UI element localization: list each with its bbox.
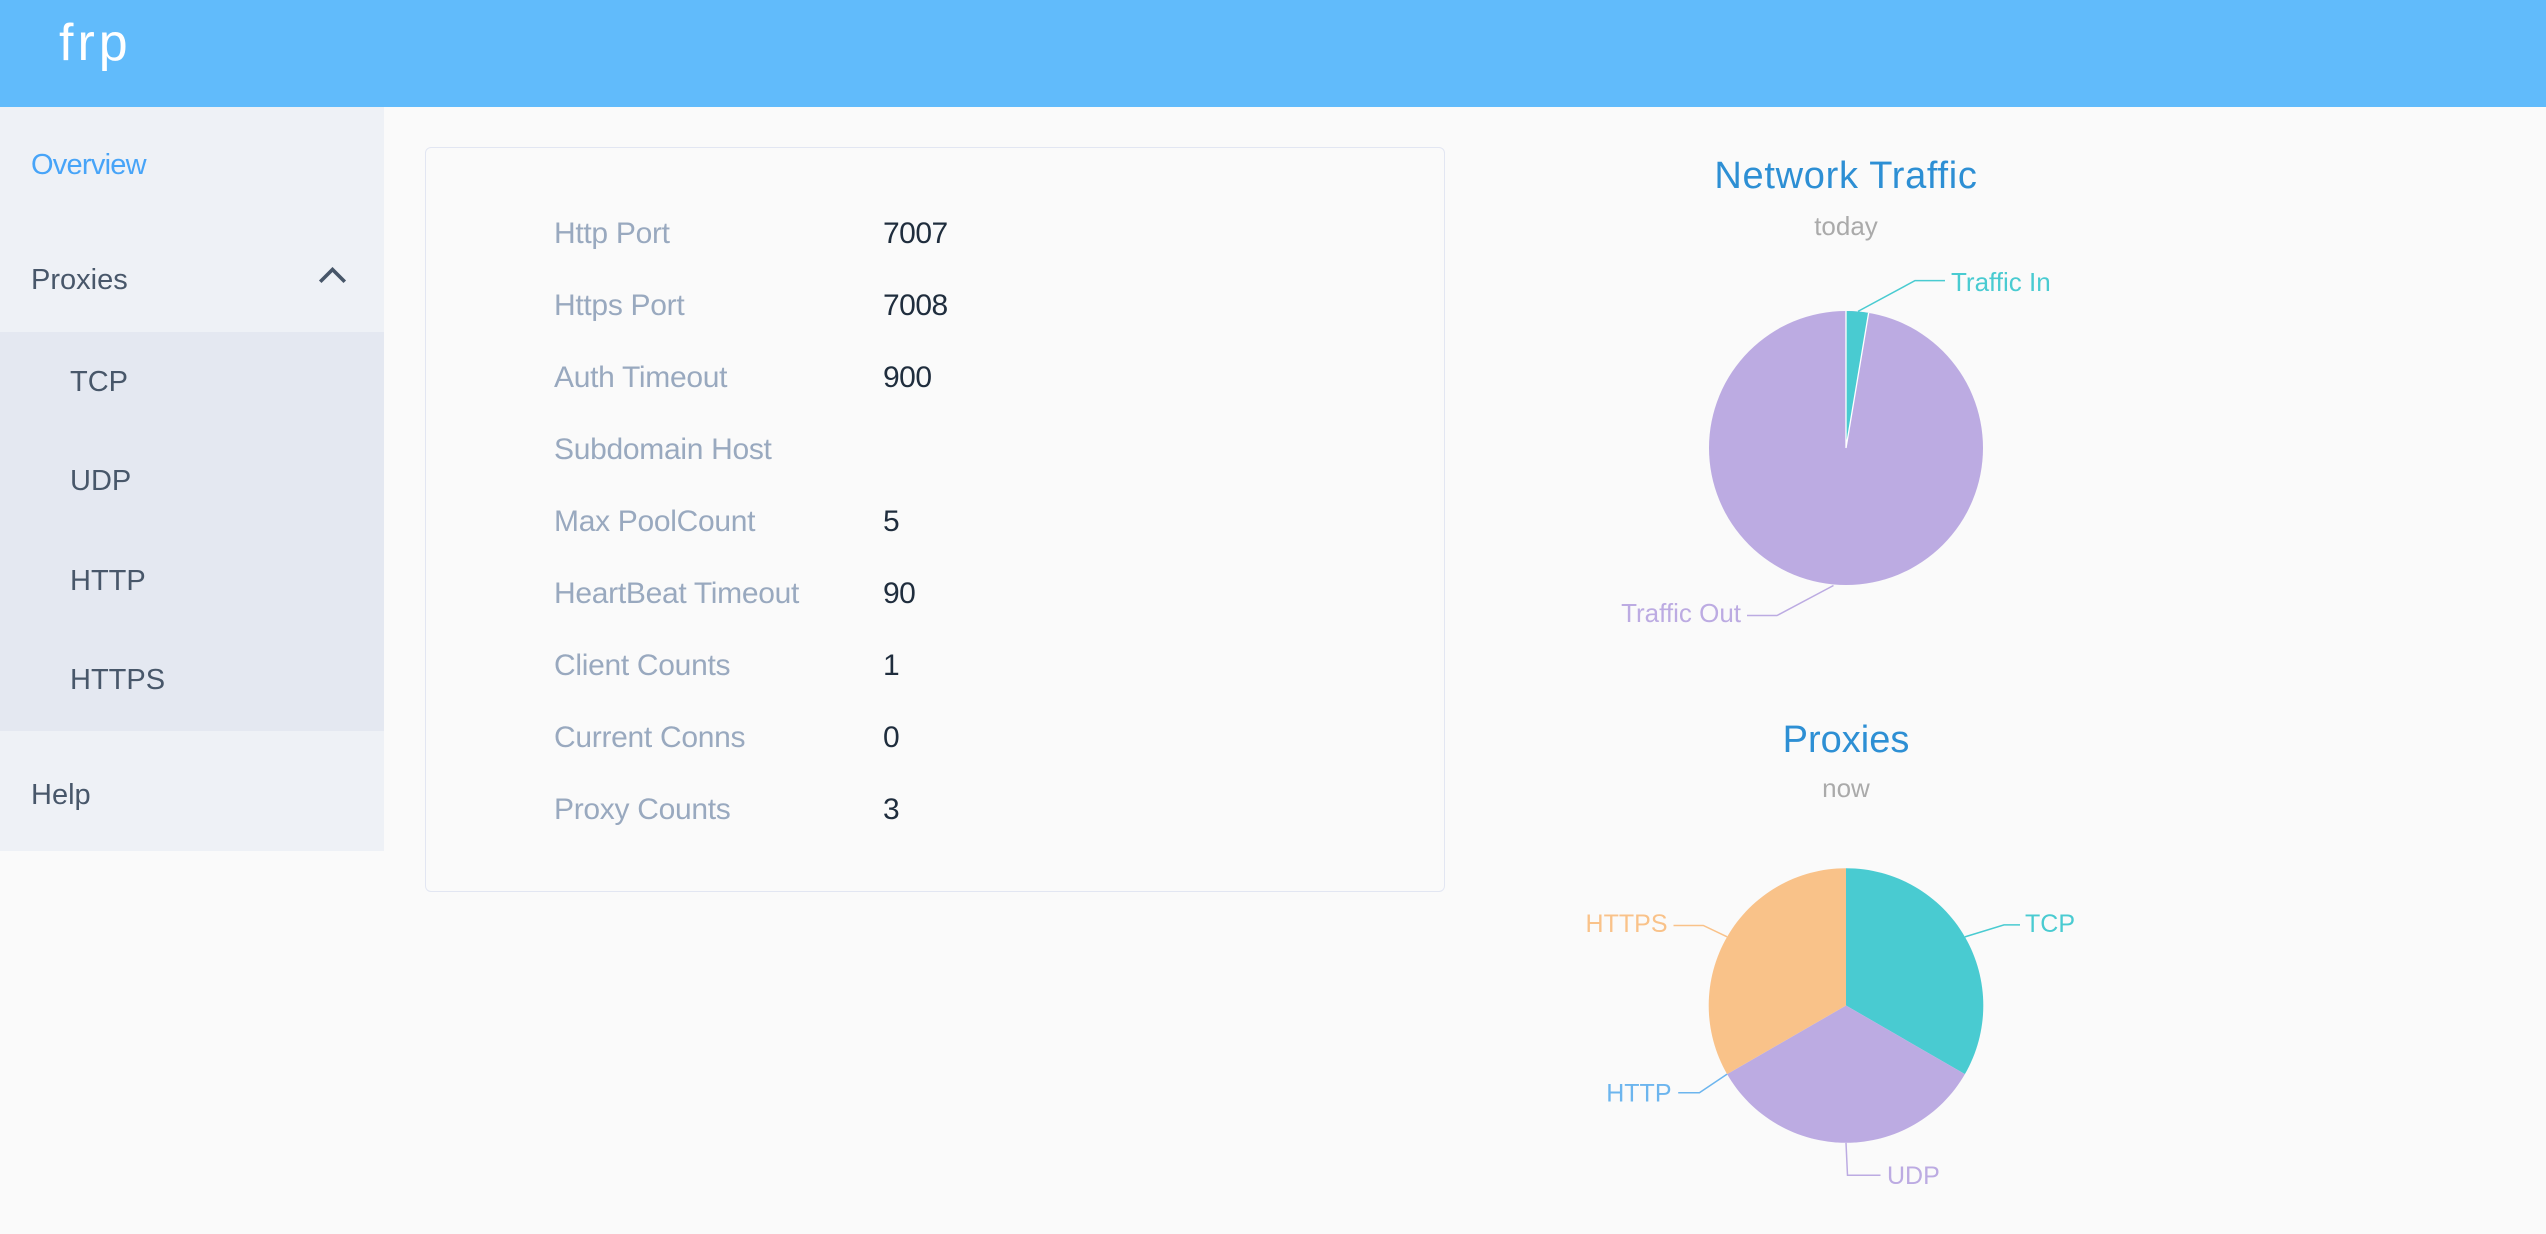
- svg-text:Proxies: Proxies: [1783, 719, 1910, 761]
- svg-text:Network Traffic: Network Traffic: [1714, 155, 1977, 197]
- svg-text:Traffic In: Traffic In: [1951, 267, 2051, 297]
- svg-text:UDP: UDP: [1887, 1162, 1940, 1190]
- svg-text:today: today: [1814, 211, 1878, 241]
- svg-text:Traffic Out: Traffic Out: [1621, 598, 1742, 628]
- svg-text:TCP: TCP: [2025, 910, 2075, 938]
- svg-text:HTTPS: HTTPS: [1586, 910, 1668, 938]
- svg-text:now: now: [1822, 773, 1870, 803]
- svg-text:HTTP: HTTP: [1606, 1080, 1671, 1108]
